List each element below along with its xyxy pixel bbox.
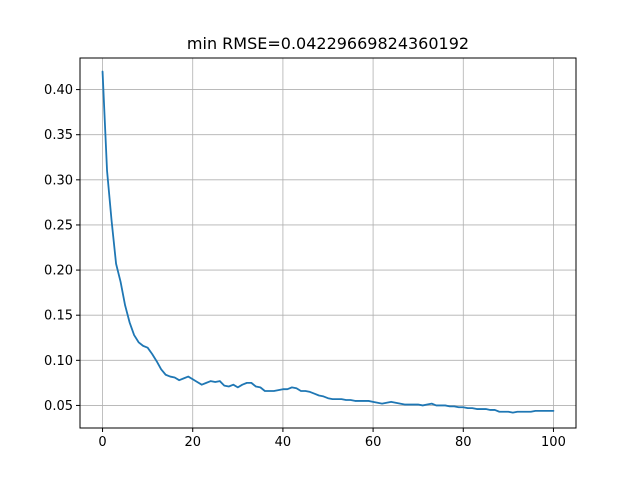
y-tick-label: 0.25 — [44, 218, 73, 233]
y-tick-label: 0.05 — [44, 399, 73, 414]
x-tick-label: 60 — [365, 435, 382, 450]
y-tick-label: 0.30 — [44, 173, 73, 188]
y-tick-label: 0.40 — [44, 83, 73, 98]
y-tick-label: 0.20 — [44, 264, 73, 279]
x-tick-label: 80 — [455, 435, 472, 450]
plot-frame — [79, 57, 577, 429]
series-layer — [101, 70, 555, 414]
y-tick-label: 0.10 — [44, 354, 73, 369]
x-tick-label: 40 — [275, 435, 292, 450]
x-tick-label: 0 — [98, 435, 106, 450]
x-tick-label: 100 — [541, 435, 566, 450]
grid-layer — [80, 58, 576, 428]
chart-title: min RMSE=0.04229669824360192 — [187, 34, 469, 53]
y-tick-label: 0.35 — [44, 128, 73, 143]
series-line — [101, 70, 555, 414]
y-tick-label: 0.15 — [44, 309, 73, 324]
tick-layer: 0 20 40 60 80 100 0.05 0.10 0.15 0.20 0.25 0.30 0.35… — [44, 83, 566, 450]
x-tick-label: 20 — [184, 435, 201, 450]
